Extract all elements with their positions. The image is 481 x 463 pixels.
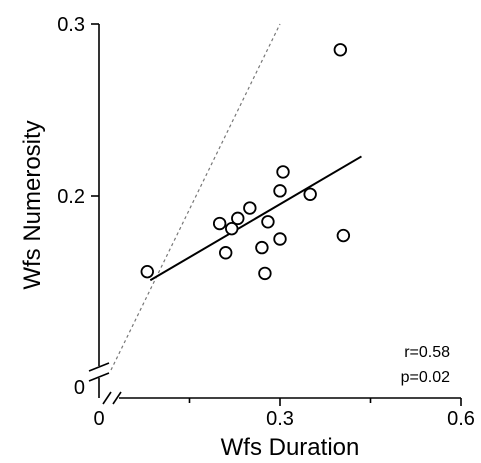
data-point <box>231 211 245 226</box>
axes <box>98 24 461 399</box>
data-point <box>243 201 257 215</box>
identity-line-layer <box>110 23 281 371</box>
x-axis-break-mark <box>102 391 112 405</box>
data-point <box>255 240 269 255</box>
data-point <box>258 266 272 281</box>
data-point <box>333 43 348 57</box>
x-axis-title: Wfs Duration <box>221 434 360 461</box>
y-axis-title: Wfs Numerosity <box>19 120 46 289</box>
data-point <box>261 215 275 229</box>
data-point <box>336 228 351 243</box>
x-axis-break-mark <box>112 391 122 405</box>
data-point <box>273 184 287 198</box>
x-tick-label: 0.3 <box>266 408 294 430</box>
p-value-label: p=0.02 <box>401 369 450 386</box>
regression-line <box>149 155 362 282</box>
x-tick-label: 0.6 <box>447 408 475 430</box>
correlation-r-label: r=0.58 <box>404 344 450 361</box>
data-point <box>303 187 317 201</box>
identity-reference-line <box>110 23 281 371</box>
data-points <box>140 43 351 281</box>
x-tick-label: 0 <box>93 408 104 430</box>
regression-line-layer <box>149 155 362 282</box>
y-axis-break-mark <box>88 362 110 372</box>
y-tick-label: 0 <box>74 377 85 399</box>
y-axis-break-mark <box>88 372 110 382</box>
data-point <box>225 221 239 236</box>
data-point <box>276 165 290 179</box>
data-point <box>212 216 227 231</box>
y-tick-label: 0.2 <box>57 186 85 208</box>
data-point <box>218 246 233 260</box>
data-point <box>140 264 154 279</box>
axis-ticks: 0 0.3 0.6 0 0.2 0.3 <box>57 14 475 430</box>
axis-break-marks <box>88 362 122 405</box>
data-point <box>273 232 287 246</box>
y-tick-label: 0.3 <box>57 14 85 36</box>
